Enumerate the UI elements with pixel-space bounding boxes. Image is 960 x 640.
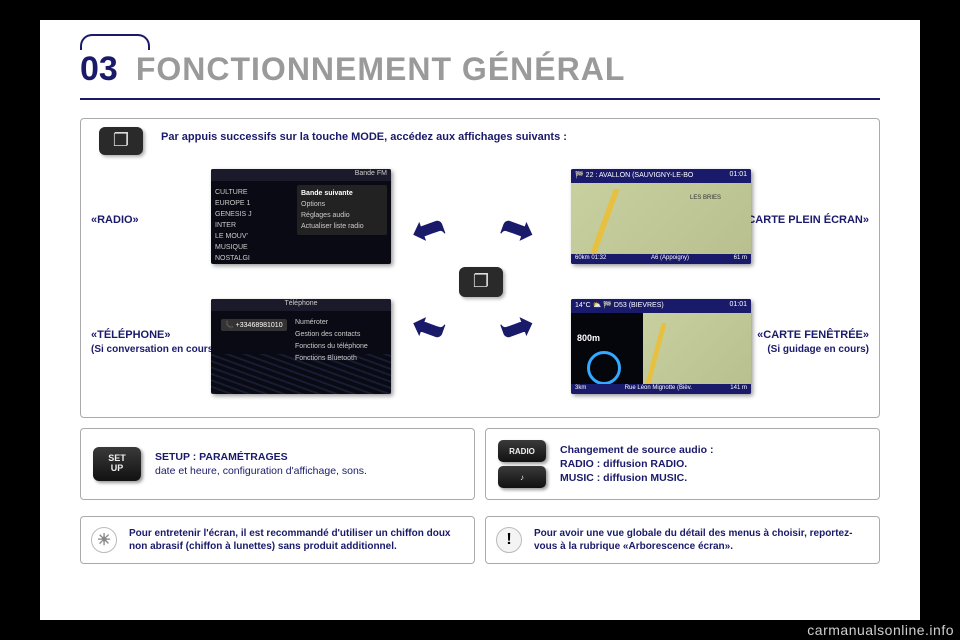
source-panel: RADIO ♪ Changement de source audio : RAD…	[485, 428, 880, 500]
cycle-arrow-icon: ➦	[405, 204, 450, 253]
source-line1: Changement de source audio :	[560, 443, 713, 457]
list-item: Fonctions du téléphone	[295, 341, 383, 353]
tel-number-text: +33468981010	[236, 322, 283, 329]
radio-band: Bande FM	[211, 169, 391, 181]
map1-bm: A6 (Appoigny)	[651, 255, 689, 263]
list-item: MUSIQUE	[215, 242, 252, 253]
tip-menu-text: Pour avoir une vue globale du détail des…	[534, 527, 869, 553]
map2-dist: 800m	[577, 333, 600, 343]
list-item: NOSTALGI	[215, 253, 252, 264]
map2-map	[643, 313, 751, 384]
setup-sub: date et heure, configuration d'affichage…	[155, 464, 367, 478]
map2-dest: D53 (BIEVRES)	[614, 302, 664, 309]
cycle-arrow-icon: ➦	[405, 304, 450, 353]
radio-button-icon: RADIO	[498, 440, 546, 462]
map2-br: 141 m	[730, 385, 747, 393]
screenshot-telephone: Téléphone 📞 +33468981010 Numéroter Gesti…	[211, 299, 391, 394]
map1-town: LES BRIES	[690, 195, 721, 201]
watermark: carmanualsonline.info	[807, 622, 954, 638]
radio-menu-highlight: Bande suivante	[301, 188, 383, 199]
map1-dest: 22 : AVALLON (SAUVIGNY-LE-BO	[586, 172, 694, 179]
cycle-arrow-icon: ➦	[495, 304, 540, 353]
label-full-map: «CARTE PLEIN ÉCRAN»	[741, 214, 869, 226]
map2-bl: 3km	[575, 385, 586, 393]
list-item: Actualiser liste radio	[301, 221, 383, 232]
map2-time: 01:01	[729, 301, 747, 311]
list-item: EUROPE 1	[215, 198, 252, 209]
map2-leftpane: 800m	[571, 313, 643, 384]
header-rule	[80, 98, 880, 100]
tip-row: ☀ Pour entretenir l'écran, il est recomm…	[80, 516, 880, 564]
tip-menu-tree: ! Pour avoir une vue globale du détail d…	[485, 516, 880, 564]
brightness-icon: ☀	[91, 527, 117, 553]
setup-title: SETUP : PARAMÉTRAGES	[155, 450, 367, 464]
cycle-arrow-icon: ➦	[495, 204, 540, 253]
map2-roundabout-icon	[587, 351, 621, 385]
manual-page: 03 FONCTIONNEMENT GÉNÉRAL ❐ Par appuis s…	[40, 20, 920, 620]
label-radio: «RADIO»	[91, 214, 139, 226]
screenshot-window-map: 14°C ⛅ 🏁 D53 (BIEVRES) 01:01 800m 3km Ru…	[571, 299, 751, 394]
list-item: GENESIS J	[215, 209, 252, 220]
list-item: CULTURE	[215, 187, 252, 198]
radio-station-list: CULTURE EUROPE 1 GENESIS J INTER LE MOUV…	[215, 187, 252, 264]
map1-br: 61 m	[734, 255, 747, 263]
music-button-icon: ♪	[498, 466, 546, 488]
source-buttons: RADIO ♪	[498, 440, 546, 488]
mode-center-icon: ❐	[459, 267, 503, 297]
setup-button-icon: SETUP	[93, 447, 141, 481]
radio-menu: Bande suivante Options Réglages audio Ac…	[297, 185, 387, 235]
page-header: 03 FONCTIONNEMENT GÉNÉRAL	[80, 50, 625, 89]
map1-botbar: 60km 01:32 A6 (Appoigny) 61 m	[571, 254, 751, 264]
warning-icon: !	[496, 527, 522, 553]
tel-number: 📞 +33468981010	[221, 319, 287, 331]
list-item: Gestion des contacts	[295, 329, 383, 341]
label-window-map: «CARTE FENÊTRÉE»	[757, 329, 869, 341]
screenshot-radio: Bande FM CULTURE EUROPE 1 GENESIS J INTE…	[211, 169, 391, 264]
list-item: Réglages audio	[301, 210, 383, 221]
tip-clean-text: Pour entretenir l'écran, il est recomman…	[129, 527, 464, 553]
label-telephone-sub: (Si conversation en cours)	[91, 344, 217, 355]
map2-topbar: 14°C ⛅ 🏁 D53 (BIEVRES) 01:01	[571, 299, 751, 313]
tel-menu: Numéroter Gestion des contacts Fonctions…	[291, 315, 387, 367]
mode-cycle-panel: ❐ Par appuis successifs sur la touche MO…	[80, 118, 880, 418]
mode-button-icon: ❐	[99, 127, 143, 155]
mode-instruction: Par appuis successifs sur la touche MODE…	[161, 131, 567, 143]
screenshot-full-map: 🏁 22 : AVALLON (SAUVIGNY-LE-BO 01:01 LES…	[571, 169, 751, 264]
tab-notch	[80, 34, 150, 50]
list-item: Numéroter	[295, 317, 383, 329]
source-line3: MUSIC : diffusion MUSIC.	[560, 471, 713, 485]
list-item: Fonctions Bluetooth	[295, 353, 383, 365]
setup-text: SETUP : PARAMÉTRAGES date et heure, conf…	[155, 450, 367, 478]
map2-botbar: 3km Rue Léon Mignotte (Bièv. 141 m	[571, 384, 751, 394]
info-row: SETUP SETUP : PARAMÉTRAGES date et heure…	[80, 428, 880, 500]
map2-bm: Rue Léon Mignotte (Bièv.	[625, 385, 692, 393]
tel-title: Téléphone	[211, 299, 391, 311]
map1-road	[588, 189, 751, 259]
map1-topbar: 🏁 22 : AVALLON (SAUVIGNY-LE-BO 01:01	[571, 169, 751, 183]
chapter-title: FONCTIONNEMENT GÉNÉRAL	[136, 51, 626, 88]
source-text: Changement de source audio : RADIO : dif…	[560, 443, 713, 486]
setup-panel: SETUP SETUP : PARAMÉTRAGES date et heure…	[80, 428, 475, 500]
map2-temp: 14°C	[575, 302, 591, 309]
label-telephone: «TÉLÉPHONE»	[91, 329, 170, 341]
tip-clean-screen: ☀ Pour entretenir l'écran, il est recomm…	[80, 516, 475, 564]
label-window-map-sub: (Si guidage en cours)	[767, 344, 869, 355]
list-item: LE MOUV'	[215, 231, 252, 242]
map1-time: 01:01	[729, 171, 747, 181]
list-item: Options	[301, 199, 383, 210]
chapter-number: 03	[80, 50, 118, 89]
list-item: INTER	[215, 220, 252, 231]
map1-bl: 60km 01:32	[575, 255, 606, 263]
source-line2: RADIO : diffusion RADIO.	[560, 457, 713, 471]
